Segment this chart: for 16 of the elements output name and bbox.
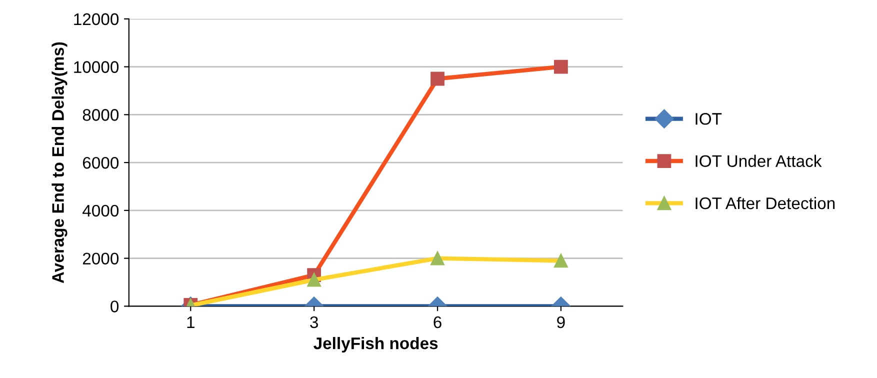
legend-label: IOT Under Attack <box>696 154 822 168</box>
x-tick-label: 9 <box>557 316 565 328</box>
x-axis-title: JellyFish nodes <box>314 336 438 353</box>
x-tick-label: 3 <box>310 316 318 328</box>
x-tick-label: 1 <box>187 316 194 328</box>
y-tick-label: 0 <box>110 300 119 312</box>
y-tick-label: 4000 <box>82 204 119 217</box>
y-tick-label: 8000 <box>82 109 119 121</box>
legend-label: IOT After Detection <box>696 196 835 210</box>
legend-label: IOT <box>696 113 722 125</box>
y-tick-label: 10000 <box>74 61 119 73</box>
y-tick-label: 12000 <box>74 13 119 26</box>
x-tick-label: 6 <box>434 316 442 328</box>
y-axis-title: Average End to End Delay(ms) <box>52 42 68 284</box>
y-tick-label: 2000 <box>82 252 119 265</box>
y-tick-label: 6000 <box>82 156 119 169</box>
